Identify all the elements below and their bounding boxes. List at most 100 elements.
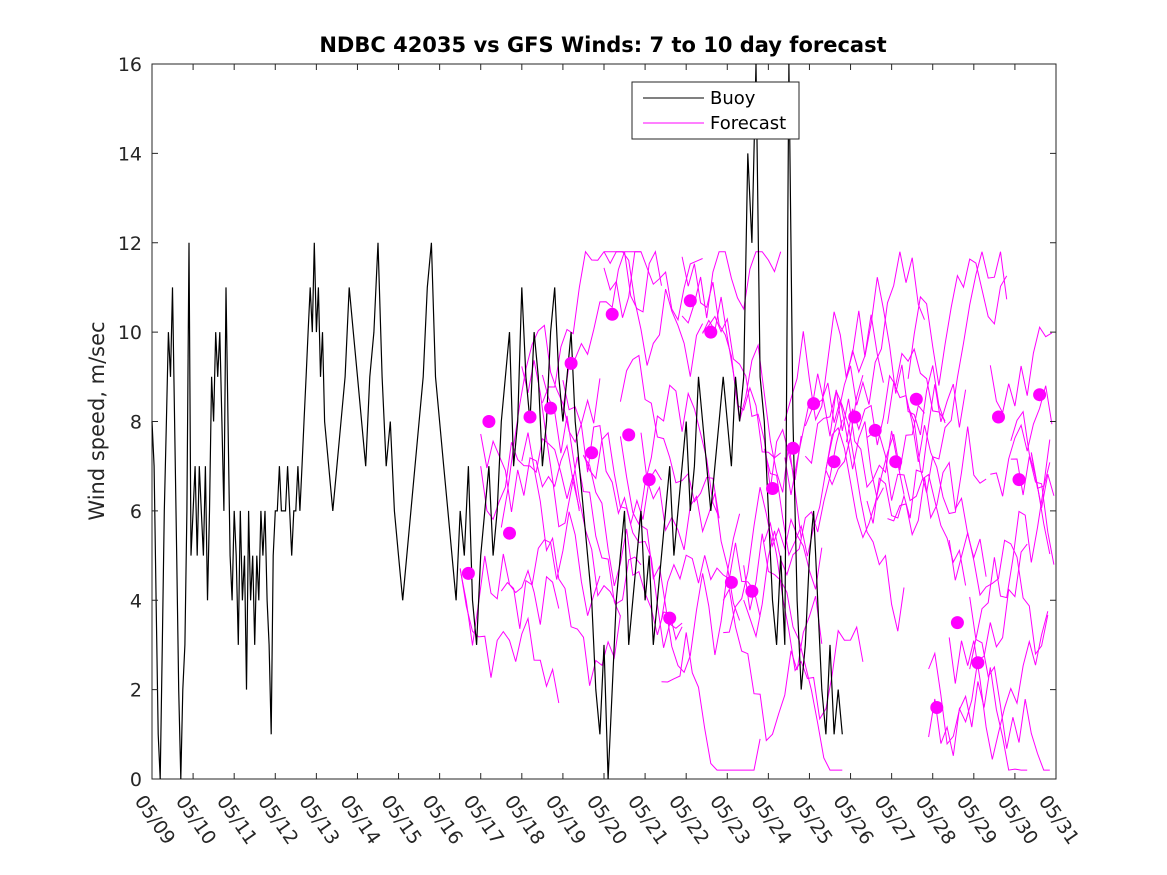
forecast-line (763, 374, 864, 557)
forecast-line (1010, 410, 1055, 508)
x-tick-label: 05/27 (870, 791, 919, 848)
x-tick-label: 05/12 (253, 791, 302, 848)
forecast-marker (786, 441, 800, 455)
forecast-line (661, 632, 761, 771)
forecast-marker (971, 656, 985, 670)
forecast-line (928, 651, 1028, 771)
forecast-marker (930, 701, 944, 714)
legend: Buoy Forecast (631, 81, 800, 140)
forecast-line (845, 277, 946, 436)
x-tick-label: 05/26 (828, 791, 877, 848)
forecast-line (969, 596, 1050, 771)
y-tick-label: 6 (130, 501, 142, 523)
forecast-marker (889, 455, 903, 469)
x-tick-label: 05/24 (746, 791, 795, 848)
y-tick-label: 14 (118, 143, 142, 165)
forecast-line (702, 315, 802, 489)
forecast-marker (605, 307, 619, 321)
x-tick-label: 05/28 (911, 791, 960, 848)
y-tick-label: 10 (118, 322, 142, 344)
y-tick-label: 0 (130, 769, 142, 791)
x-tick-label: 05/15 (376, 791, 425, 848)
x-tick-label: 05/23 (705, 791, 754, 848)
y-axis-label: Wind speed, m/sec (85, 321, 109, 520)
forecast-line (948, 611, 1049, 760)
forecast-line (603, 251, 703, 322)
x-tick-label: 05/09 (130, 791, 179, 848)
forecast-marker (663, 611, 677, 625)
forecast-marker (868, 423, 882, 437)
forecast-line (825, 404, 925, 539)
forecast-marker (642, 473, 656, 487)
forecast-marker (622, 428, 636, 442)
forecast-line (866, 383, 967, 524)
forecast-marker (848, 410, 862, 424)
forecast-marker (704, 325, 718, 339)
forecast-marker (807, 397, 821, 411)
forecast-line (907, 251, 1008, 493)
forecast-line (804, 389, 905, 632)
y-tick-label: 8 (130, 412, 142, 434)
forecast-marker (544, 401, 558, 415)
forecast-line (661, 542, 761, 621)
forecast-line (583, 455, 683, 641)
forecast-line (784, 382, 884, 501)
forecast-line (723, 487, 823, 634)
forecast-line (541, 374, 642, 605)
x-tick-label: 05/13 (294, 791, 343, 848)
forecast-marker (564, 356, 578, 370)
y-tick-label: 2 (130, 680, 142, 702)
x-tick-label: 05/25 (787, 791, 836, 848)
forecast-marker (950, 616, 964, 630)
plot-area (151, 63, 1057, 780)
x-tick-label: 05/16 (418, 791, 467, 848)
forecast-line (480, 433, 580, 512)
forecast-marker (585, 446, 599, 460)
legend-buoy-label: Buoy (710, 88, 756, 109)
y-tick-label: 4 (130, 590, 142, 612)
forecast-marker (503, 526, 516, 540)
x-tick-label: 05/29 (952, 791, 1001, 848)
forecast-line (907, 258, 1008, 386)
forecast-marker (1033, 388, 1047, 402)
forecast-line (681, 256, 782, 459)
x-tick-label: 05/14 (335, 791, 384, 848)
forecast-marker (482, 415, 496, 428)
buoy-line (151, 63, 843, 780)
forecast-line (948, 532, 1049, 656)
forecast-line (562, 380, 662, 525)
forecast-line (989, 325, 1053, 415)
forecast-line (583, 431, 683, 648)
forecast-marker (724, 575, 738, 589)
chart-title: NDBC 42035 vs GFS Winds: 7 to 10 day for… (319, 33, 886, 57)
forecast-marker (827, 455, 841, 469)
forecast-line (702, 296, 802, 539)
forecast-marker (745, 584, 759, 598)
forecast-line (562, 250, 662, 411)
forecast-line (969, 462, 1051, 670)
x-tick-label: 05/21 (623, 791, 672, 848)
legend-forecast-label: Forecast (710, 113, 786, 134)
forecast-line (619, 384, 720, 526)
forecast-line (619, 354, 720, 519)
x-tick-label: 05/18 (500, 791, 549, 848)
forecast-line (763, 521, 864, 721)
x-tick-label: 05/11 (212, 791, 261, 848)
x-tick-label: 05/20 (582, 791, 631, 848)
forecast-lines (459, 250, 1055, 771)
buoy-line-group (151, 63, 843, 780)
x-tick-label: 05/19 (541, 791, 590, 848)
forecast-line (825, 251, 925, 470)
forecast-line (866, 432, 967, 586)
y-axis: 0 2 4 6 8 10 12 14 16 (118, 54, 1056, 791)
forecast-marker (992, 410, 1005, 424)
x-tick-label: 05/22 (664, 791, 713, 848)
legend-box (631, 81, 800, 140)
forecast-line (1010, 456, 1055, 565)
forecast-line (845, 347, 946, 446)
forecast-line (743, 533, 843, 771)
x-tick-label: 05/30 (993, 791, 1042, 848)
forecast-line (681, 251, 782, 324)
y-tick-label: 12 (118, 233, 142, 255)
